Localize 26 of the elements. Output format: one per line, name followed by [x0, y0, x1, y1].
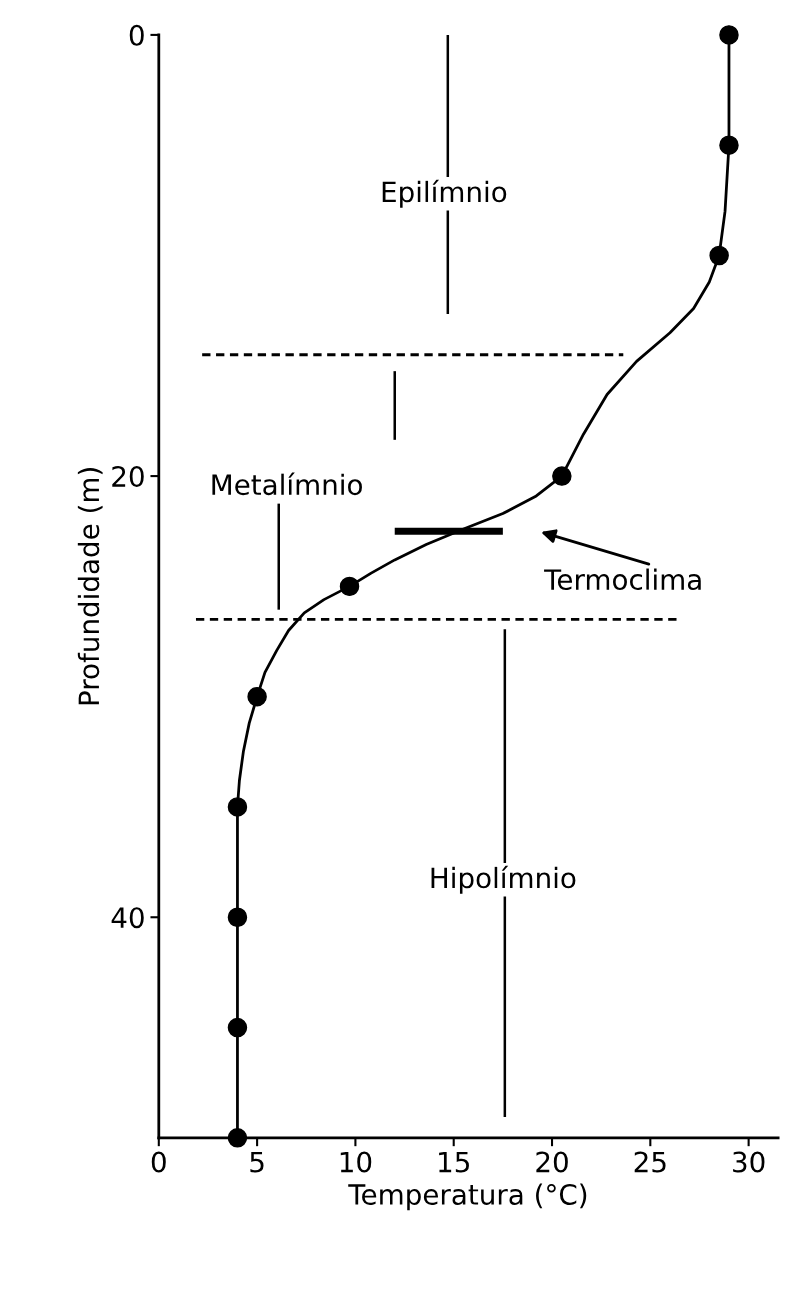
- point: [339, 576, 360, 597]
- x-tick-label: 20: [536, 1151, 568, 1173]
- y-tick-label: 20: [112, 466, 144, 488]
- y-axis-title: Profundidade (m): [77, 468, 103, 705]
- x-tick-label: 30: [733, 1151, 765, 1173]
- point: [247, 686, 267, 707]
- x-tick-label: 15: [439, 1151, 469, 1173]
- point: [709, 245, 729, 266]
- point: [227, 1128, 248, 1148]
- point: [719, 135, 739, 155]
- point: [227, 797, 248, 817]
- x-tick-label: 0: [151, 1151, 166, 1173]
- y-tick-label: 0: [129, 24, 144, 46]
- annotation: Epilímnio: [382, 179, 507, 208]
- annotation: Hipolímnio: [431, 865, 576, 894]
- point: [552, 466, 572, 486]
- annotation: Termoclima: [544, 568, 701, 591]
- x-axis-title: Temperatura (°C): [348, 1183, 587, 1211]
- annotation: Metalímnio: [212, 472, 362, 496]
- x-tick-label: 5: [250, 1151, 264, 1173]
- point: [227, 1017, 248, 1038]
- point: [719, 25, 739, 45]
- x-tick-label: 10: [340, 1151, 372, 1173]
- point: [227, 907, 248, 928]
- x-tick-label: 25: [634, 1151, 666, 1173]
- y-tick-label: 40: [111, 907, 144, 929]
